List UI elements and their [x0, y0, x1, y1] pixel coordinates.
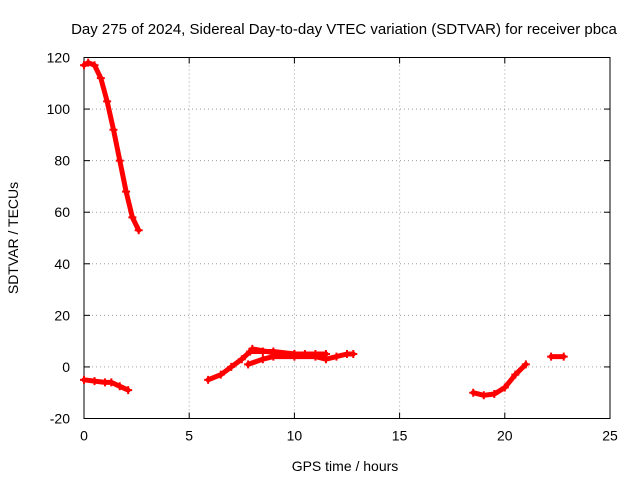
data-point [244, 360, 253, 369]
data-point [134, 226, 143, 235]
data-point [311, 350, 320, 359]
y-tick-label: 80 [54, 153, 70, 169]
data-point [547, 352, 556, 361]
data-point [269, 348, 278, 357]
grid-layer [84, 57, 610, 419]
x-tick-label: 15 [392, 428, 408, 444]
data-point [115, 156, 124, 165]
data-point [500, 383, 509, 392]
data-point [321, 350, 330, 359]
series-line-arc-1 [81, 60, 142, 233]
x-axis-label: GPS time / hours [292, 458, 399, 474]
data-point [248, 344, 257, 353]
x-tick-label: 20 [497, 428, 513, 444]
data-point [122, 187, 131, 196]
data-point [349, 350, 358, 359]
x-tick-label: 5 [185, 428, 193, 444]
y-tick-label: -20 [50, 411, 70, 427]
y-tick-label: 40 [54, 256, 70, 272]
data-point [521, 360, 530, 369]
data-point [204, 375, 213, 384]
data-point [96, 74, 105, 83]
data-point [80, 61, 88, 70]
x-tick-label: 10 [287, 428, 303, 444]
data-point [80, 375, 88, 384]
data-point [490, 390, 499, 399]
data-point [124, 386, 133, 395]
data-point [469, 388, 478, 397]
plot-frame [83, 57, 611, 419]
data-point [109, 125, 118, 134]
data-point [216, 370, 225, 379]
data-point [90, 61, 99, 70]
y-tick-label: 60 [54, 204, 70, 220]
y-tick-label: 0 [62, 359, 70, 375]
ticks-layer: 0 5 10 15 20 25 -20 0 20 40 60 80 100 120 [47, 50, 618, 444]
data-point [258, 355, 267, 364]
series-line-arc-6 [470, 361, 529, 398]
data-point [237, 355, 246, 364]
series-layer [80, 58, 568, 400]
data-point [227, 362, 236, 371]
data-point [84, 58, 93, 67]
y-axis-label: SDTVAR / TECUs [5, 182, 21, 294]
data-point [290, 350, 299, 359]
data-point [90, 377, 99, 386]
x-tick-label: 25 [602, 428, 618, 444]
data-point [128, 213, 137, 222]
data-point [107, 378, 116, 387]
data-point [559, 352, 568, 361]
data-point [103, 97, 112, 106]
x-tick-label: 0 [80, 428, 88, 444]
data-point [332, 352, 341, 361]
y-tick-label: 100 [47, 101, 71, 117]
y-tick-label: 20 [54, 307, 70, 323]
data-point [479, 391, 488, 400]
y-tick-label: 120 [47, 50, 71, 66]
data-point [511, 370, 520, 379]
chart-title: Day 275 of 2024, Sidereal Day-to-day VTE… [71, 21, 617, 38]
data-point [115, 382, 124, 391]
